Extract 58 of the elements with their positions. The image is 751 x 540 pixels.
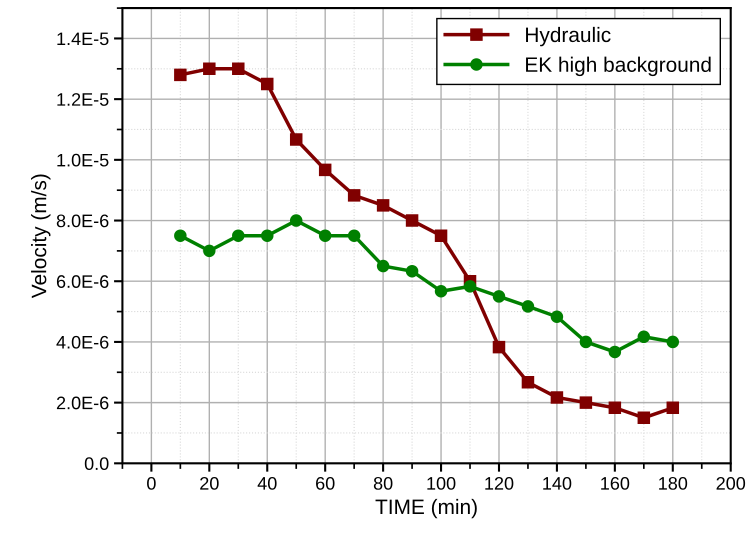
point [464, 280, 476, 293]
point [203, 244, 216, 258]
x-axis-title: TIME (min) [376, 498, 477, 518]
y-tick-label: 4.0E-6 [56, 336, 108, 349]
y-tick-label: 1.4E-5 [57, 32, 108, 46]
point [608, 346, 622, 358]
y-tick-label: 0.0 [84, 457, 109, 470]
point [348, 189, 360, 202]
y-tick-label: 8.0E-6 [56, 214, 108, 228]
y-axis-title: Velocity (m/s) [31, 174, 50, 298]
point [638, 412, 650, 424]
point [203, 62, 216, 76]
point [290, 133, 302, 146]
point [580, 336, 592, 348]
x-tick-label: 80 [374, 476, 392, 490]
x-tick-label: 20 [200, 476, 219, 490]
x-tick-label: 40 [258, 476, 277, 490]
x-tick-label: 180 [659, 476, 688, 490]
point [608, 402, 622, 414]
point [492, 290, 506, 303]
point [376, 260, 390, 272]
point [666, 402, 680, 414]
point [318, 229, 332, 242]
point [261, 229, 274, 242]
y-tick-label: 6.0E-6 [56, 275, 108, 288]
point [174, 229, 187, 242]
point [318, 164, 332, 176]
legend-label: Hydraulic [526, 26, 611, 46]
point [522, 300, 534, 313]
x-tick-label: 0 [147, 476, 156, 490]
point [522, 376, 534, 389]
point [261, 78, 274, 90]
x-tick-label: 60 [316, 476, 335, 490]
point [434, 284, 448, 298]
point [232, 229, 245, 242]
point [406, 264, 418, 278]
point [492, 340, 506, 354]
point [174, 68, 187, 82]
point [638, 330, 650, 344]
y-tick-label: 2.0E-6 [56, 396, 108, 410]
y-tick-label: 1.0E-5 [57, 154, 108, 167]
point [290, 214, 302, 227]
point [550, 310, 564, 323]
point [666, 336, 680, 348]
point [580, 396, 592, 409]
point [348, 229, 360, 242]
x-tick-label: 200 [716, 476, 746, 490]
point [550, 391, 564, 404]
point [232, 62, 245, 76]
x-tick-label: 140 [543, 476, 572, 490]
x-tick-label: 120 [485, 476, 514, 490]
x-tick-label: 160 [601, 476, 630, 490]
point [434, 229, 448, 242]
point [376, 199, 390, 212]
point [406, 214, 418, 227]
x-tick-label: 100 [427, 476, 456, 490]
y-tick-label: 1.2E-5 [57, 93, 108, 106]
legend-label: EK high background [526, 56, 711, 76]
